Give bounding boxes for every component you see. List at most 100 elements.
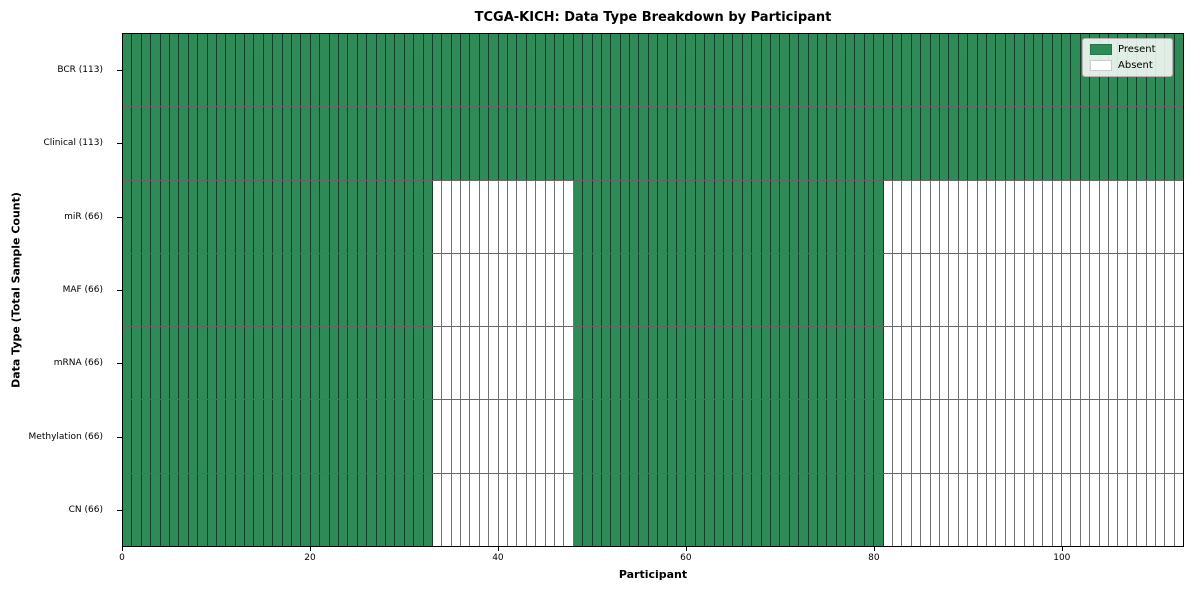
heatmap-cell [1062,34,1072,107]
heatmap-cell [1024,327,1034,400]
heatmap-cell [235,327,246,400]
heatmap-cell [620,34,631,107]
heatmap-cell [742,253,753,327]
y-tick-label-mrna: mRNA (66) [53,358,103,369]
heatmap-cell [179,107,189,180]
heatmap-cell [423,180,433,253]
heatmap-cell [939,473,950,546]
heatmap-cell [714,473,724,546]
heatmap-cell [367,327,377,400]
heatmap-cell [742,400,753,473]
heatmap-cell [254,180,264,253]
heatmap-cell [902,327,912,400]
heatmap-cell [526,253,537,327]
heatmap-cell [1118,473,1128,546]
heatmap-cell [630,473,640,546]
heatmap-cell [893,34,903,107]
heatmap-cell [179,327,189,400]
heatmap-cell [461,327,471,400]
heatmap-cell [958,180,969,253]
heatmap-cell [273,107,283,180]
heatmap-cell [1099,327,1110,400]
heatmap-cell [921,180,931,253]
heatmap-cell [1090,473,1100,546]
heatmap-cell [301,400,311,473]
heatmap-cell [151,180,161,253]
x-tick-mark [873,547,875,551]
heatmap-cell [761,34,771,107]
heatmap-cell [752,107,762,180]
heatmap-cell [611,400,621,473]
heatmap-cell [320,180,330,253]
heatmap-cell [226,253,236,327]
heatmap-cell [601,253,612,327]
heatmap-cell [160,253,170,327]
heatmap-cell [1109,327,1119,400]
heatmap-cell [545,327,555,400]
heatmap-cell [601,107,612,180]
heatmap-cell [939,107,950,180]
heatmap-cell [301,253,311,327]
heatmap-cell [902,180,912,253]
heatmap-cell [930,180,940,253]
heatmap-cell [639,34,649,107]
heatmap-cell [601,327,612,400]
heatmap-cell [123,253,133,327]
heatmap-cell [536,180,546,253]
heatmap-cell [724,400,734,473]
heatmap-cell [123,327,133,400]
heatmap-cell [836,107,847,180]
heatmap-cell [536,473,546,546]
heatmap-cell [442,107,452,180]
heatmap-cell [141,473,152,546]
heatmap-cell [338,180,349,253]
heatmap-cell [677,327,687,400]
heatmap-cell [414,34,424,107]
heatmap-cell [573,400,584,473]
heatmap-cell [263,327,274,400]
heatmap-row-mrna [123,327,1184,401]
heatmap-cell [301,180,311,253]
heatmap-cell [958,400,969,473]
heatmap-cell [789,34,800,107]
heatmap-cell [1165,400,1175,473]
heatmap-row-bcr [123,34,1184,108]
heatmap-cell [498,327,509,400]
heatmap-cell [451,180,462,253]
heatmap-cell [592,253,602,327]
heatmap-cell [761,180,771,253]
legend-label-present: Present [1118,44,1156,55]
heatmap-cell [1090,400,1100,473]
heatmap-cell [545,400,555,473]
heatmap-cell [489,473,499,546]
heatmap-cell [282,473,293,546]
heatmap-cell [921,327,931,400]
heatmap-cell [1137,327,1147,400]
heatmap-cell [780,34,790,107]
heatmap-cell [169,253,180,327]
heatmap-cell [770,327,781,400]
heatmap-cell [939,327,950,400]
heatmap-cell [742,34,753,107]
heatmap-cell [479,107,490,180]
heatmap-cell [1099,473,1110,546]
heatmap-cell [123,107,133,180]
heatmap-cell [489,400,499,473]
heatmap-cell [1174,107,1184,180]
heatmap-cell [282,253,293,327]
heatmap-cell [216,400,227,473]
heatmap-cell [1062,400,1072,473]
heatmap-cell [583,400,593,473]
heatmap-cell [461,180,471,253]
heatmap-cell [808,327,818,400]
heatmap-cell [1118,107,1128,180]
heatmap-cell [282,400,293,473]
heatmap-cell [902,34,912,107]
heatmap-cell [1146,253,1156,327]
heatmap-cell [423,34,433,107]
heatmap-cell [1165,327,1175,400]
heatmap-cell [198,327,208,400]
heatmap-cell [630,34,640,107]
heatmap-cell [977,473,987,546]
heatmap-cell [780,327,790,400]
